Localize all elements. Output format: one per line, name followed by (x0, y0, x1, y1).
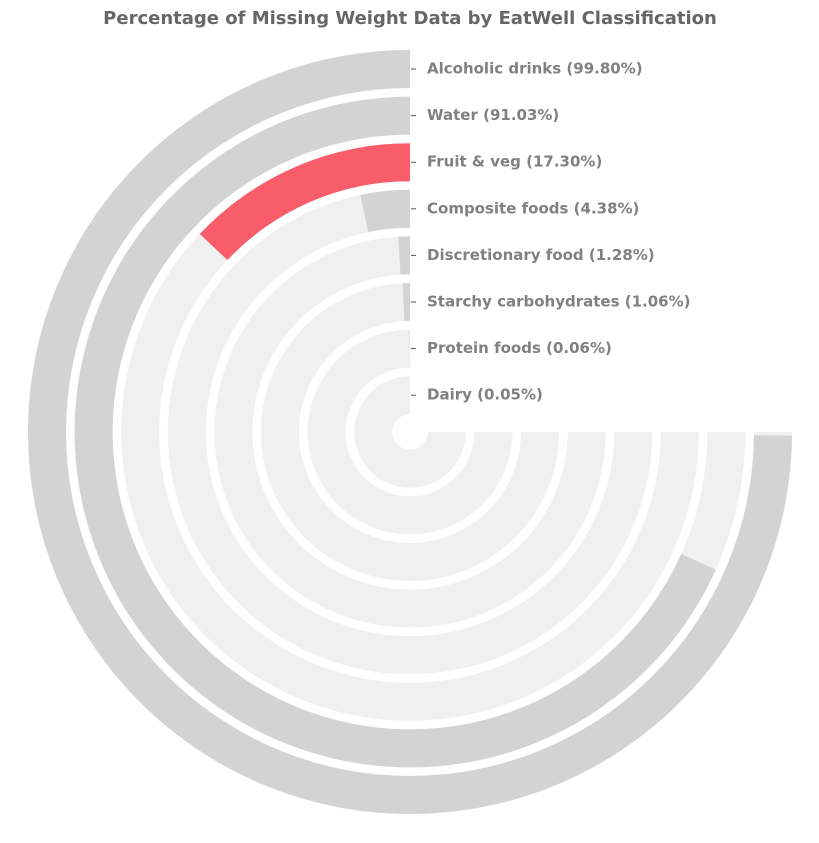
category-label: Composite foods (4.38%) (427, 199, 639, 217)
chart-title: Percentage of Missing Weight Data by Eat… (103, 8, 717, 29)
category-label: Alcoholic drinks (99.80%) (427, 60, 643, 78)
bar (199, 143, 410, 261)
bar (360, 189, 410, 233)
bar (398, 236, 410, 275)
category-label: Protein foods (0.06%) (427, 339, 612, 357)
category-label: Fruit & veg (17.30%) (427, 153, 602, 171)
track (261, 283, 559, 581)
category-label: Water (91.03%) (427, 106, 559, 124)
category-label: Dairy (0.05%) (427, 386, 543, 404)
track (307, 329, 513, 535)
category-label: Discretionary food (1.28%) (427, 246, 655, 264)
category-label: Starchy carbohydrates (1.06%) (427, 293, 690, 311)
track (354, 376, 466, 488)
bar (402, 283, 410, 322)
